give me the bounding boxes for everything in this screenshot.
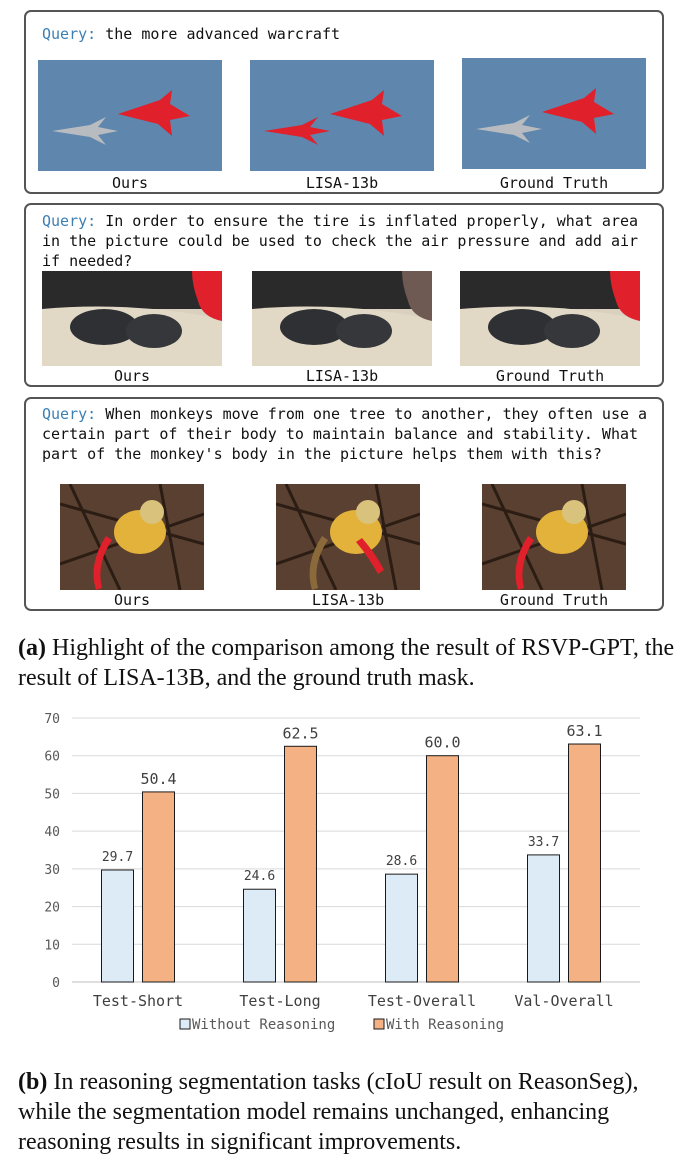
data-label: 50.4 bbox=[140, 770, 176, 788]
image-lisa bbox=[252, 271, 432, 366]
caption-ground-truth: Ground Truth bbox=[499, 591, 609, 609]
mask-overlay bbox=[93, 536, 112, 590]
bar-with-reasoning bbox=[284, 745, 317, 983]
figure-caption-a: (a) Highlight of the comparison among th… bbox=[18, 633, 680, 693]
y-tick-label: 50 bbox=[44, 787, 60, 802]
mask-overlay bbox=[118, 90, 190, 136]
query-text: Query: In order to ensure the tire is in… bbox=[42, 211, 648, 271]
data-label: 29.7 bbox=[102, 850, 133, 865]
mask-overlay bbox=[264, 117, 330, 145]
image-lisa bbox=[250, 60, 434, 171]
comparison-panel-monkey: Query: When monkeys move from one tree t… bbox=[24, 397, 664, 611]
query-text: Query: When monkeys move from one tree t… bbox=[42, 404, 648, 464]
bar-chart: 0 10 20 30 40 50 60 70 29.7 50.4 Test-Short 24.6 62.… bbox=[44, 712, 640, 1033]
legend-with-reasoning: With Reasoning bbox=[386, 1017, 504, 1033]
comparison-panel-warcraft: Query: the more advanced warcraft Ours L… bbox=[24, 10, 664, 194]
query-text: Query: the more advanced warcraft bbox=[42, 24, 648, 44]
caption-text: Highlight of the comparison among the re… bbox=[18, 635, 675, 691]
image-ours bbox=[60, 484, 204, 590]
mask-overlay bbox=[356, 538, 384, 574]
image-ground-truth bbox=[460, 271, 640, 366]
y-tick-label: 0 bbox=[52, 976, 60, 991]
caption-ground-truth: Ground Truth bbox=[495, 367, 605, 385]
mask-overlay bbox=[515, 536, 534, 590]
caption-ground-truth: Ground Truth bbox=[499, 174, 609, 192]
y-tick-label: 60 bbox=[44, 750, 60, 765]
image-ground-truth bbox=[482, 484, 626, 590]
caption-lisa: LISA-13b bbox=[311, 591, 385, 609]
data-label: 62.5 bbox=[282, 724, 318, 742]
image-lisa bbox=[276, 484, 420, 590]
query-body: In order to ensure the tire is inflated … bbox=[42, 212, 648, 270]
y-tick-label: 10 bbox=[44, 938, 60, 953]
image-ours bbox=[38, 60, 222, 171]
bar-without-reasoning bbox=[527, 854, 560, 983]
x-tick-label: Test-Long bbox=[239, 992, 320, 1010]
y-tick-label: 40 bbox=[44, 825, 60, 840]
x-tick-label: Val-Overall bbox=[514, 992, 613, 1010]
legend-without-reasoning-swatch bbox=[179, 1018, 191, 1030]
legend-with-reasoning-swatch bbox=[373, 1018, 385, 1030]
bar-without-reasoning bbox=[101, 869, 134, 983]
figure-caption-b: (b) In reasoning segmentation tasks (cIo… bbox=[18, 1067, 680, 1157]
caption-ours: Ours bbox=[113, 591, 151, 609]
data-label: 33.7 bbox=[528, 835, 559, 850]
y-tick-label: 70 bbox=[44, 712, 60, 727]
bar-with-reasoning bbox=[142, 791, 175, 983]
query-body: the more advanced warcraft bbox=[96, 25, 341, 43]
caption-ours: Ours bbox=[111, 174, 149, 192]
data-label: 28.6 bbox=[386, 854, 417, 869]
query-label: Query: bbox=[42, 212, 97, 230]
caption-lisa: LISA-13b bbox=[305, 367, 379, 385]
image-ours bbox=[42, 271, 222, 366]
query-label: Query: bbox=[42, 25, 97, 43]
mask-overlay bbox=[330, 90, 402, 136]
query-label: Query: bbox=[42, 405, 97, 423]
caption-text: In reasoning segmentation tasks (cIoU re… bbox=[18, 1069, 639, 1155]
comparison-panel-tire: Query: In order to ensure the tire is in… bbox=[24, 203, 664, 387]
mask-overlay bbox=[192, 271, 222, 321]
caption-lisa: LISA-13b bbox=[305, 174, 379, 192]
data-label: 60.0 bbox=[424, 734, 460, 752]
caption-ours: Ours bbox=[113, 367, 151, 385]
bar-without-reasoning bbox=[385, 873, 418, 983]
mask-overlay bbox=[542, 88, 614, 134]
x-tick-label: Test-Short bbox=[93, 992, 183, 1010]
y-tick-label: 30 bbox=[44, 863, 60, 878]
caption-tag: (b) bbox=[18, 1069, 48, 1095]
query-body: When monkeys move from one tree to anoth… bbox=[42, 405, 657, 463]
legend-without-reasoning: Without Reasoning bbox=[192, 1017, 335, 1033]
bar-with-reasoning bbox=[426, 755, 459, 983]
image-ground-truth bbox=[462, 58, 646, 169]
data-label: 63.1 bbox=[566, 722, 602, 740]
bar-with-reasoning bbox=[568, 743, 601, 983]
mask-overlay bbox=[610, 271, 640, 321]
x-tick-label: Test-Overall bbox=[368, 992, 476, 1010]
bar-without-reasoning bbox=[243, 888, 276, 983]
y-tick-label: 20 bbox=[44, 901, 60, 916]
caption-tag: (a) bbox=[18, 635, 46, 661]
data-label: 24.6 bbox=[244, 869, 275, 884]
